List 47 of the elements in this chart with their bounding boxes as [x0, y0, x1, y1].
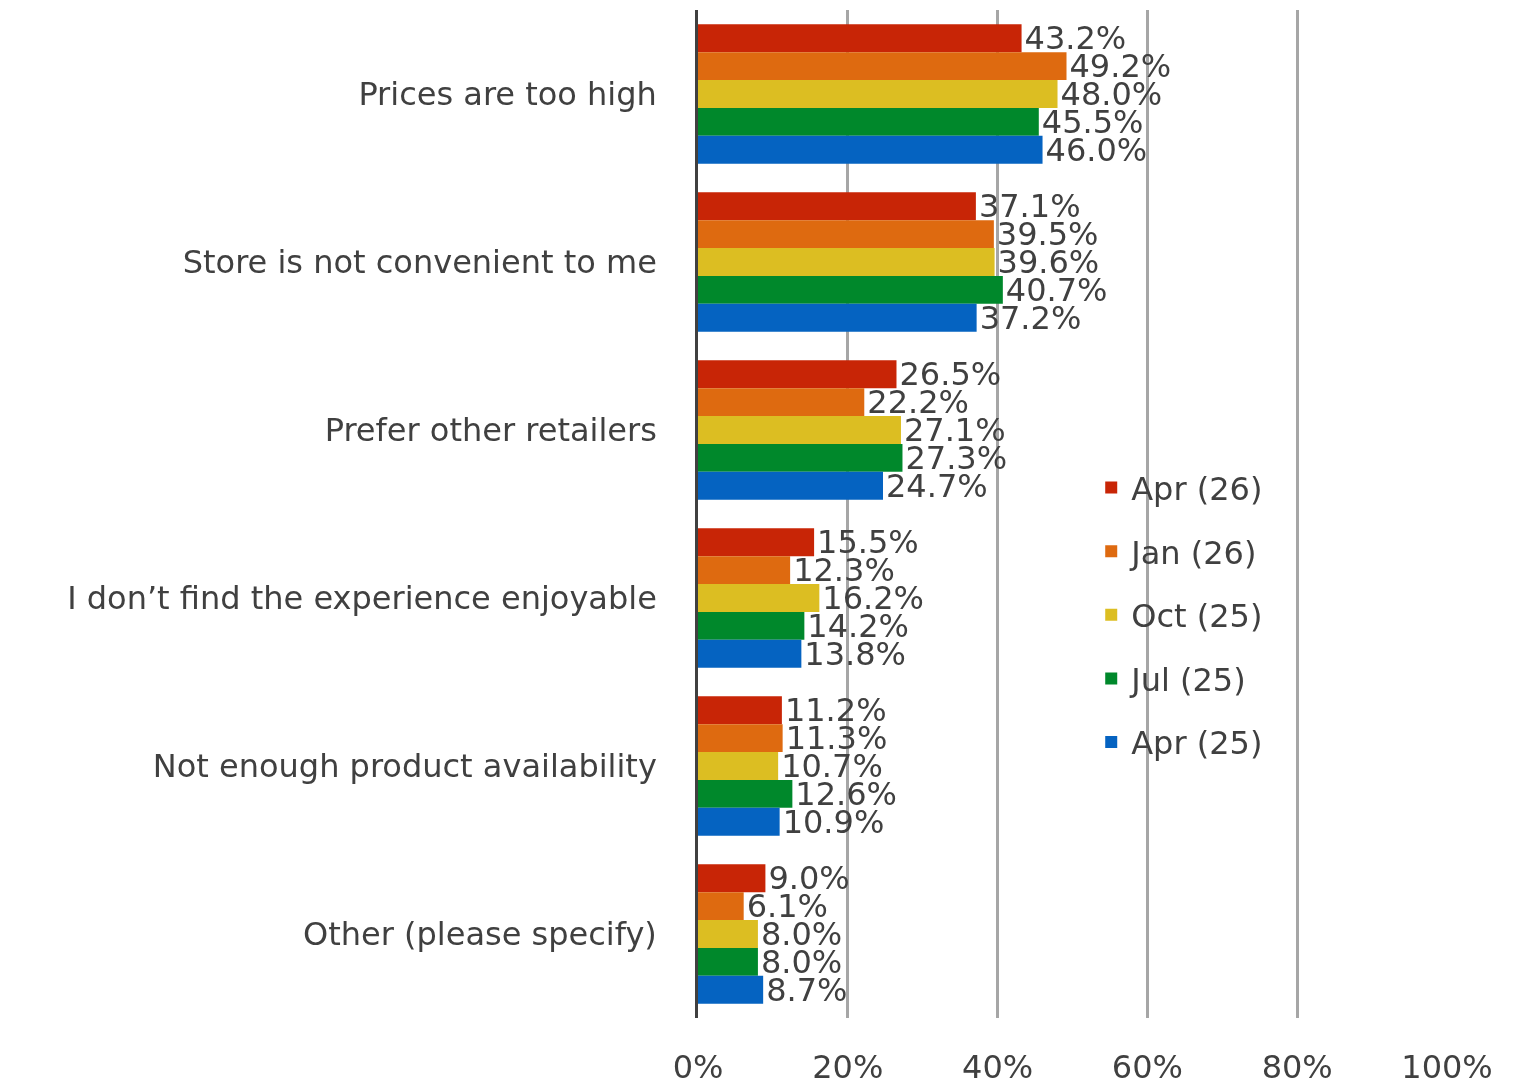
legend-label: Jan (26): [1129, 533, 1257, 572]
bar: [698, 947, 758, 976]
bar: [698, 275, 1003, 304]
x-tick-label: 0%: [672, 1048, 724, 1084]
bar: [698, 471, 883, 500]
x-tick-label: 80%: [1261, 1048, 1333, 1084]
bar: [698, 443, 903, 472]
x-tick-label: 100%: [1401, 1048, 1493, 1084]
bar: [698, 807, 780, 836]
bar: [698, 752, 779, 780]
bar: [698, 192, 976, 221]
y-tick-label: Not enough product availability: [152, 747, 657, 786]
legend-label: Oct (25): [1131, 597, 1263, 636]
bar: [698, 696, 782, 725]
bar: [698, 107, 1039, 136]
x-tick-label: 20%: [812, 1048, 884, 1084]
bar: [698, 220, 994, 249]
bar: [698, 24, 1022, 53]
bar: [698, 724, 783, 753]
bar: [698, 80, 1058, 108]
bar: [698, 135, 1043, 164]
legend-label: Jul (25): [1129, 660, 1246, 699]
y-tick-label: Prefer other retailers: [324, 411, 657, 450]
bar: [698, 639, 802, 668]
bar: [698, 611, 805, 640]
bar: [698, 528, 815, 557]
bar: [698, 864, 766, 893]
legend-label: Apr (25): [1131, 724, 1263, 763]
bar: [698, 975, 764, 1004]
bar: [698, 248, 995, 276]
bar: [698, 920, 758, 948]
legend-label: Apr (26): [1131, 470, 1263, 509]
x-tick-label: 40%: [962, 1048, 1034, 1084]
bar: [698, 388, 865, 417]
bar: [698, 779, 793, 808]
bar: [698, 303, 977, 332]
bar: [698, 584, 820, 612]
y-tick-label: I don’t find the experience enjoyable: [67, 579, 657, 618]
x-tick-label: 60%: [1111, 1048, 1183, 1084]
bar: [698, 360, 897, 389]
y-tick-label: Other (please specify): [303, 915, 657, 954]
bar: [698, 416, 901, 444]
bar: [698, 52, 1067, 81]
y-tick-label: Store is not convenient to me: [182, 243, 657, 282]
y-tick-label: Prices are too high: [358, 75, 657, 114]
bar: [698, 556, 791, 585]
bar: [698, 892, 744, 921]
